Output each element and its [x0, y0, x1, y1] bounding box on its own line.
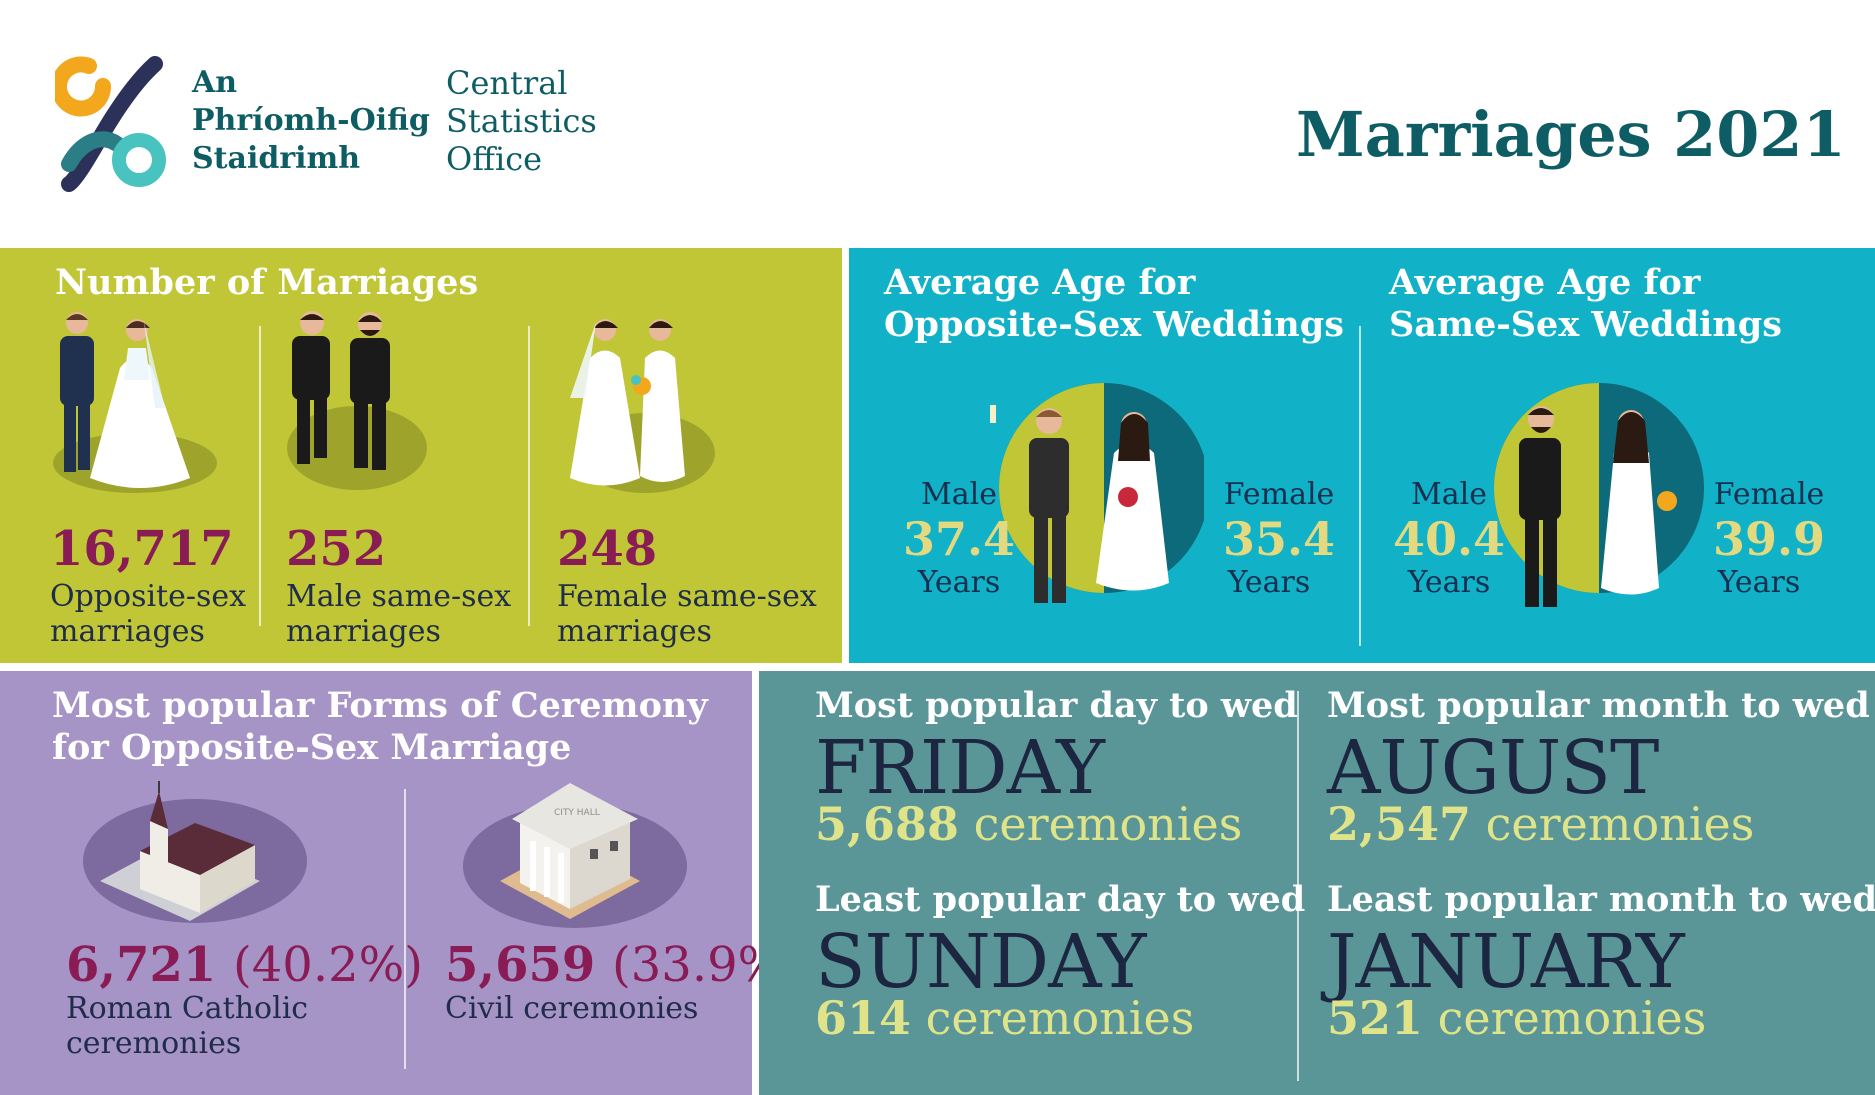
- divider: [1297, 691, 1299, 1081]
- label-line: marriages: [50, 614, 205, 649]
- same-sex-age-couple-icon: [1494, 383, 1704, 607]
- label-line: marriages: [286, 614, 441, 649]
- count-value: 5,688: [815, 797, 960, 851]
- org-english-name: Central Statistics Office: [446, 64, 597, 178]
- city-hall-icon: CITY HALL: [463, 783, 687, 928]
- same-male-label: Male: [1411, 477, 1487, 512]
- opposite-female-age-value: 35.4: [1222, 512, 1336, 566]
- opposite-female-unit: Years: [1227, 565, 1311, 600]
- heading-line: Most popular Forms of Ceremony: [52, 685, 708, 726]
- opposite-female-label: Female: [1223, 477, 1335, 512]
- civil-value: 5,659 (33.9%): [445, 939, 802, 991]
- count-unit: ceremonies: [1485, 797, 1755, 851]
- org-irish-name: An Phríomh-Oifig Staidrimh: [192, 64, 430, 178]
- divider: [528, 326, 530, 626]
- most-popular-day: FRIDAY: [815, 725, 1105, 811]
- opposite-sex-couple-icon: [53, 312, 217, 493]
- count-value: 521: [1327, 991, 1424, 1045]
- popular-dates-panel: Most popular day to wed FRIDAY 5,688 cer…: [759, 671, 1875, 1095]
- heading-line: Same-Sex Weddings: [1389, 304, 1782, 345]
- same-female-label: Female: [1713, 477, 1825, 512]
- same-female-unit: Years: [1717, 565, 1801, 600]
- female-same-sex-marriages-label: Female same-sex marriages: [557, 579, 817, 649]
- org-english-line: Central: [446, 64, 568, 102]
- most-popular-day-heading: Most popular day to wed: [815, 685, 1298, 726]
- least-popular-day-heading: Least popular day to wed: [815, 879, 1306, 920]
- female-couple-icon: [570, 319, 715, 493]
- heading-line: Opposite-Sex Weddings: [884, 304, 1344, 345]
- label-line: ceremonies: [66, 1026, 242, 1061]
- heading-line: for Opposite-Sex Marriage: [52, 727, 572, 768]
- most-popular-day-count: 5,688 ceremonies: [815, 799, 1242, 849]
- most-popular-month: AUGUST: [1327, 725, 1659, 811]
- org-irish-line: Staidrimh: [192, 141, 361, 176]
- opposite-male-unit: Years: [917, 565, 1001, 600]
- most-popular-month-count: 2,547 ceremonies: [1327, 799, 1754, 849]
- count-value: 614: [815, 991, 912, 1045]
- least-popular-day: SUNDAY: [815, 919, 1146, 1005]
- divider: [404, 789, 406, 1069]
- opposite-age-heading: Average Age for Opposite-Sex Weddings: [884, 262, 1344, 346]
- civil-count: 5,659: [445, 937, 596, 993]
- org-irish-line: Phríomh-Oifig: [192, 103, 430, 138]
- roman-catholic-percent: (40.2%): [233, 937, 423, 993]
- divider: [1359, 326, 1361, 646]
- city-hall-sign: CITY HALL: [554, 808, 600, 818]
- count-unit: ceremonies: [925, 991, 1195, 1045]
- org-irish-line: An: [192, 65, 238, 100]
- least-popular-day-count: 614 ceremonies: [815, 993, 1194, 1043]
- page-title: Marriages 2021: [1296, 98, 1846, 171]
- label-line: Male same-sex: [286, 579, 512, 614]
- opposite-sex-marriages-value: 16,717: [50, 521, 234, 577]
- divider: [259, 326, 261, 626]
- same-male-unit: Years: [1407, 565, 1491, 600]
- same-age-heading: Average Age for Same-Sex Weddings: [1389, 262, 1782, 346]
- count-value: 2,547: [1327, 797, 1472, 851]
- number-of-marriages-panel: Number of Marriages: [0, 248, 842, 663]
- org-english-line: Statistics: [446, 102, 597, 140]
- opposite-sex-marriages-label: Opposite-sex marriages: [50, 579, 246, 649]
- civil-label: Civil ceremonies: [445, 991, 699, 1026]
- label-line: Roman Catholic: [66, 991, 309, 1026]
- opposite-male-age-value: 37.4: [902, 512, 1016, 566]
- roman-catholic-count: 6,721: [66, 937, 217, 993]
- opposite-male-label: Male: [921, 477, 997, 512]
- ceremony-forms-panel: Most popular Forms of Ceremony for Oppos…: [0, 671, 802, 1095]
- count-unit: ceremonies: [973, 797, 1243, 851]
- female-same-sex-marriages-value: 248: [557, 521, 658, 577]
- most-popular-month-heading: Most popular month to wed: [1327, 685, 1870, 726]
- opposite-sex-age-couple-icon: [990, 383, 1204, 603]
- label-line: marriages: [557, 614, 712, 649]
- average-age-panel: Average Age for Opposite-Sex Weddings Av…: [849, 248, 1875, 663]
- male-couple-icon: [287, 311, 427, 490]
- male-same-sex-marriages-label: Male same-sex marriages: [286, 579, 511, 649]
- panel-heading: Number of Marriages: [55, 262, 479, 303]
- heading-line: Average Age for: [1389, 262, 1701, 303]
- cso-logo-icon: [55, 56, 166, 192]
- ceremony-heading: Most popular Forms of Ceremony for Oppos…: [52, 685, 708, 769]
- label-line: Opposite-sex: [50, 579, 247, 614]
- church-icon: [83, 781, 307, 923]
- roman-catholic-label: Roman Catholic ceremonies: [66, 991, 308, 1061]
- label-line: Female same-sex: [557, 579, 817, 614]
- org-english-line: Office: [446, 140, 543, 178]
- least-popular-month-heading: Least popular month to wed: [1327, 879, 1875, 920]
- heading-line: Average Age for: [884, 262, 1196, 303]
- same-female-age-value: 39.9: [1712, 512, 1826, 566]
- roman-catholic-value: 6,721 (40.2%): [66, 939, 423, 991]
- same-male-age-value: 40.4: [1392, 512, 1506, 566]
- male-same-sex-marriages-value: 252: [286, 521, 387, 577]
- count-unit: ceremonies: [1437, 991, 1707, 1045]
- least-popular-month-count: 521 ceremonies: [1327, 993, 1706, 1043]
- header: An Phríomh-Oifig Staidrimh Central Stati…: [0, 0, 1875, 248]
- least-popular-month: JANUARY: [1327, 919, 1685, 1005]
